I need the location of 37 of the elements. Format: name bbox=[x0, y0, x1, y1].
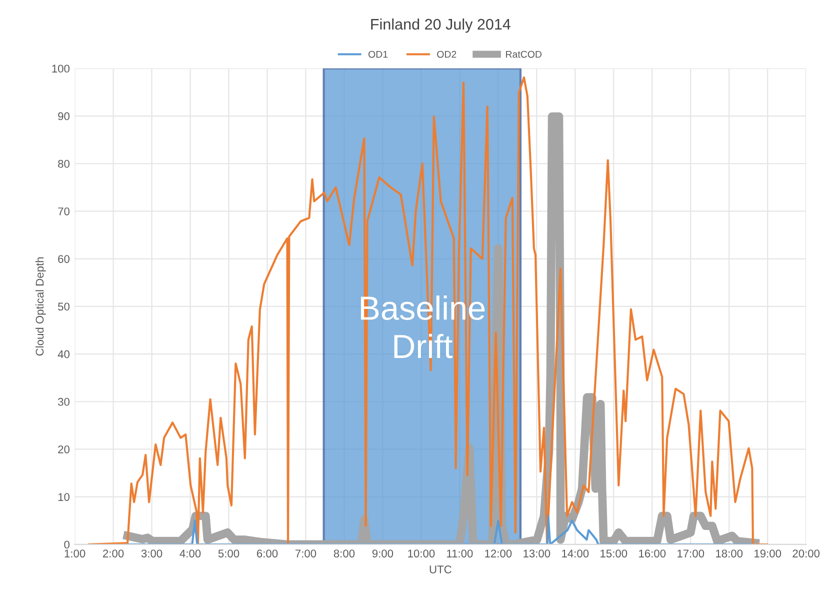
x-tick-label: 17:00 bbox=[678, 550, 704, 558]
legend-label: RatCOD bbox=[506, 50, 542, 58]
y-tick-label: 40 bbox=[58, 350, 70, 358]
y-tick-label: 50 bbox=[58, 302, 70, 311]
x-axis-title: UTC bbox=[430, 565, 452, 574]
x-tick-label: 1:00 bbox=[64, 550, 86, 558]
y-tick-label: 30 bbox=[58, 398, 70, 406]
x-tick-label: 18:00 bbox=[716, 550, 743, 558]
y-axis-title: Cloud Optical Depth bbox=[35, 257, 46, 356]
y-tick-label: 100 bbox=[52, 64, 70, 73]
x-tick-label: 12:00 bbox=[485, 550, 512, 558]
x-tick-label: 10:00 bbox=[408, 550, 435, 558]
x-tick-label: 7:00 bbox=[295, 550, 316, 558]
y-tick-label: 60 bbox=[58, 255, 70, 263]
y-tick-label: 80 bbox=[58, 160, 70, 168]
x-tick-label: 14:00 bbox=[562, 550, 589, 558]
x-tick-label: 19:00 bbox=[754, 550, 782, 558]
x-tick-label: 4:00 bbox=[180, 550, 201, 558]
legend-label: OD1 bbox=[368, 50, 388, 58]
x-tick-label: 20:00 bbox=[792, 550, 820, 558]
x-tick-label: 2:00 bbox=[103, 550, 124, 558]
x-tick-label: 16:00 bbox=[639, 550, 666, 558]
chart-title: Finland 20 July 2014 bbox=[371, 18, 510, 33]
x-tick-label: 15:00 bbox=[600, 550, 628, 558]
legend-label: OD2 bbox=[437, 50, 456, 58]
x-tick-label: 9:00 bbox=[372, 550, 394, 558]
x-tick-label: 5:00 bbox=[218, 550, 240, 558]
x-tick-label: 8:00 bbox=[334, 550, 355, 558]
y-tick-label: 70 bbox=[58, 207, 70, 216]
y-tick-label: 20 bbox=[58, 445, 70, 454]
y-tick-label: 10 bbox=[58, 493, 70, 501]
x-tick-label: 6:00 bbox=[256, 550, 278, 558]
y-tick-label: 0 bbox=[64, 540, 70, 549]
x-tick-label: 11:00 bbox=[447, 550, 473, 558]
x-tick-label: 3:00 bbox=[141, 550, 162, 558]
x-tick-label: 13:00 bbox=[524, 550, 550, 558]
y-tick-label: 90 bbox=[58, 112, 70, 120]
